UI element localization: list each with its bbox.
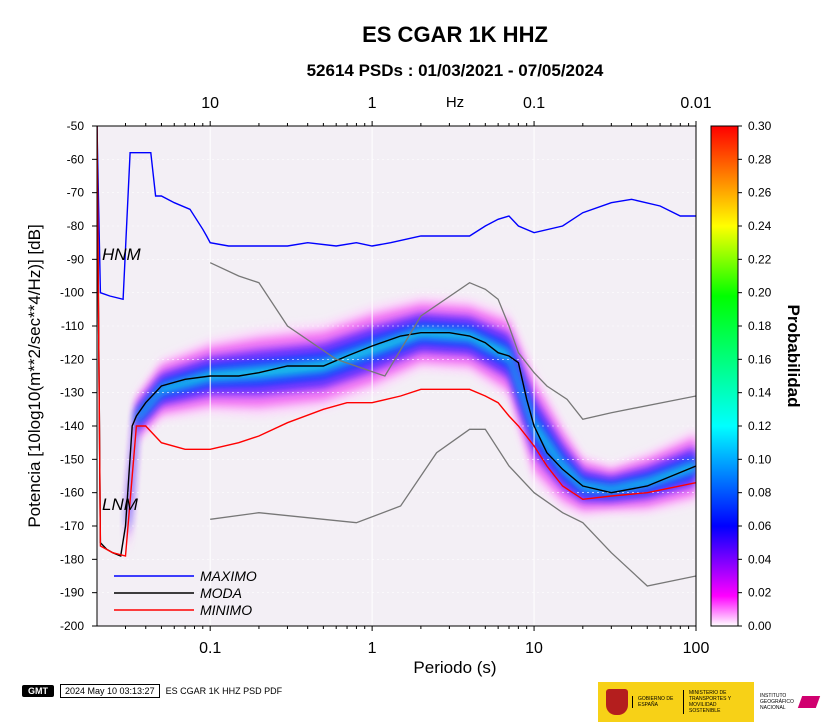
colorbar-tick-label: 0.00 [748, 619, 772, 633]
legend-label-minimo: MINIMO [200, 602, 252, 618]
top-axis-unit: Hz [446, 94, 464, 111]
legend-label-moda: MODA [200, 585, 242, 601]
y-tick-label: -160 [60, 486, 84, 500]
coat-of-arms-icon [606, 689, 628, 715]
y-tick-label: -90 [67, 252, 85, 266]
y-tick-label: -80 [67, 219, 85, 233]
timestamp: 2024 May 10 03:13:27 [60, 684, 160, 698]
colorbar-tick-label: 0.14 [748, 386, 772, 400]
y-tick-label: -150 [60, 452, 84, 466]
top-tick-label: 10 [201, 95, 219, 112]
colorbar-tick-label: 0.16 [748, 352, 772, 366]
y-tick-label: -200 [60, 619, 84, 633]
colorbar-tick-label: 0.26 [748, 186, 772, 200]
colorbar-tick-label: 0.06 [748, 519, 772, 533]
top-tick-label: 0.1 [523, 95, 545, 112]
colorbar-ticks: 0.00 0.02 0.04 0.06 0.08 0.10 0.12 0.14 0.16 0.18… [738, 119, 772, 633]
ign-label: INSTITUTO GEOGRÁFICO NACIONAL [760, 693, 794, 711]
plot-frame [96, 125, 697, 627]
colorbar-tick-label: 0.04 [748, 552, 772, 566]
y-tick-label: -70 [67, 186, 85, 200]
colorbar [710, 125, 739, 627]
x-tick-label: 0.1 [199, 640, 221, 657]
colorbar-tick-label: 0.12 [748, 419, 772, 433]
series-line-reference-3 [209, 262, 696, 421]
series-line-maximo [97, 126, 696, 301]
y-tick-label: -140 [60, 419, 84, 433]
annotation-lnm: LNM [102, 495, 139, 514]
series-line-reference-4 [210, 428, 696, 587]
colorbar-tick-label: 0.20 [748, 286, 772, 300]
chart-title: ES CGAR 1K HHZ [362, 22, 548, 47]
y-tick-label: -190 [60, 586, 84, 600]
x-tick-label: 10 [525, 640, 543, 657]
colorbar-tick-label: 0.10 [748, 452, 772, 466]
y-tick-label: -170 [60, 519, 84, 533]
ministry-label: MINISTERIO DE TRANSPORTES Y MOVILIDAD SO… [683, 690, 752, 714]
y-axis-label: Potencia [10log10(m**2/sec**4/Hz)] [dB] [25, 224, 44, 527]
annotation-hnm: HNM [102, 245, 142, 264]
series-lines [97, 126, 696, 587]
colorbar-tick-label: 0.30 [748, 119, 772, 133]
chart-subtitle: 52614 PSDs : 01/03/2021 - 07/05/2024 [307, 61, 604, 80]
footer-caption: ES CGAR 1K HHZ PSD PDF [165, 686, 283, 696]
series-line-minimo [97, 126, 696, 557]
axes: 0.1 1 10 100 10 1 0.1 0.01 -50 -60 -70 -80 -90 -100 -1… [60, 95, 712, 657]
institution-logos: GOBIERNO DE ESPAÑA MINISTERIO DE TRANSPO… [598, 682, 824, 722]
x-tick-label: 1 [368, 640, 377, 657]
colorbar-tick-label: 0.18 [748, 319, 772, 333]
y-tick-label: -100 [60, 286, 84, 300]
series-line-moda [97, 126, 696, 557]
top-tick-label: 0.01 [680, 95, 711, 112]
colorbar-tick-label: 0.22 [748, 252, 772, 266]
colorbar-tick-label: 0.28 [748, 152, 772, 166]
colorbar-tick-label: 0.08 [748, 486, 772, 500]
colorbar-tick-label: 0.24 [748, 219, 772, 233]
gov-label: GOBIERNO DE ESPAÑA [632, 696, 679, 708]
x-axis-label: Periodo (s) [413, 658, 496, 677]
y-tick-label: -120 [60, 352, 84, 366]
gmt-logo: GMT [22, 685, 54, 697]
colorbar-tick-label: 0.02 [748, 586, 772, 600]
colorbar-label: Probabilidad [784, 305, 803, 408]
y-tick-label: -60 [67, 152, 85, 166]
top-tick-label: 1 [368, 95, 377, 112]
ign-mark-icon [797, 696, 821, 708]
x-tick-label: 100 [683, 640, 710, 657]
y-tick-label: -180 [60, 552, 84, 566]
ign-logo: INSTITUTO GEOGRÁFICO NACIONAL [754, 682, 824, 722]
y-tick-label: -110 [61, 319, 84, 333]
legend: MAXIMO MODA MINIMO [114, 568, 257, 618]
footer: GMT 2024 May 10 03:13:27 ES CGAR 1K HHZ … [22, 684, 282, 698]
legend-label-maximo: MAXIMO [200, 568, 257, 584]
y-tick-label: -50 [67, 119, 85, 133]
y-tick-label: -130 [60, 386, 84, 400]
